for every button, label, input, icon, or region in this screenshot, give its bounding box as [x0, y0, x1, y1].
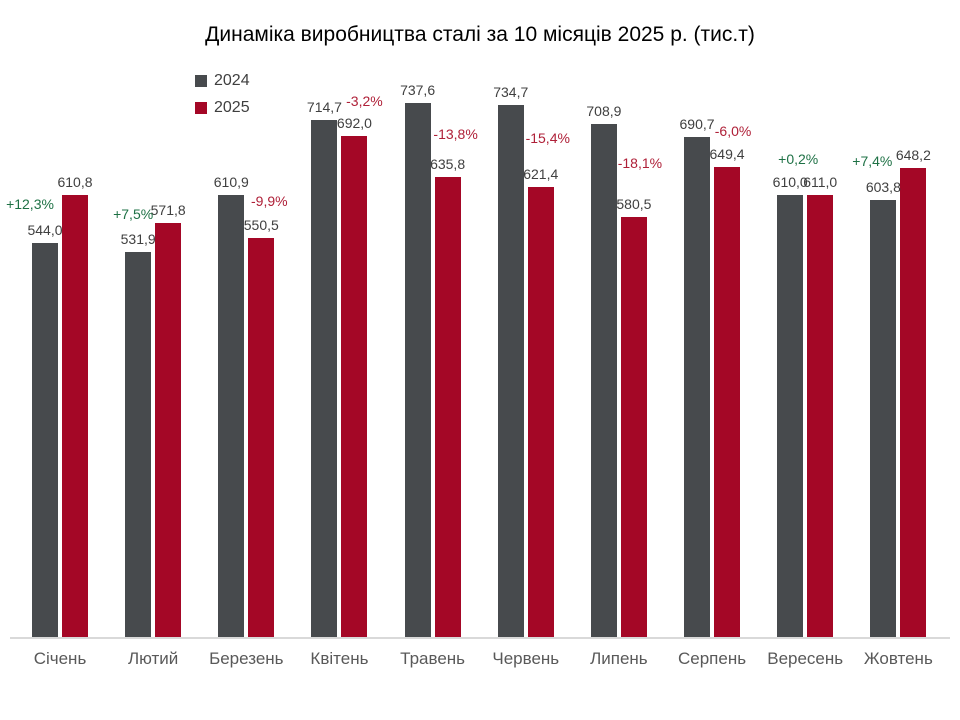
pct-change-label-0: +12,3% — [6, 196, 54, 213]
bar-2024-2 — [218, 194, 245, 637]
value-label-2024-8: 610,0 — [772, 174, 808, 191]
bar-2024-6 — [590, 123, 617, 637]
chart-title: Динаміка виробництва сталі за 10 місяців… — [205, 23, 755, 46]
pct-change-label-4: -13,8% — [433, 125, 478, 142]
bar-2025-5 — [527, 187, 554, 637]
bar-2025-8 — [807, 194, 834, 637]
pct-change-label-5: -15,4% — [525, 130, 570, 147]
pct-change-label-6: -18,1% — [617, 154, 663, 171]
pct-change-label-2: -9,9% — [251, 193, 288, 210]
x-axis-line — [10, 637, 950, 639]
value-label-2025-6: 580,5 — [616, 195, 652, 212]
value-label-2025-9: 648,2 — [895, 146, 931, 163]
value-label-2024-1: 531,9 — [120, 230, 156, 247]
legend-label-2025: 2025 — [214, 99, 250, 116]
legend-swatch-2024-icon — [195, 75, 207, 87]
legend-swatch-2025-icon — [195, 102, 207, 114]
bar-2025-7 — [714, 166, 741, 637]
value-label-2024-3: 714,7 — [306, 98, 342, 115]
value-label-2024-5: 734,7 — [493, 84, 529, 101]
bar-2025-3 — [341, 135, 368, 637]
value-label-2025-1: 571,8 — [150, 202, 186, 219]
value-label-2024-2: 610,9 — [213, 173, 249, 190]
bar-2024-1 — [125, 251, 152, 637]
value-label-2025-3: 692,0 — [336, 114, 372, 131]
bar-2024-4 — [404, 102, 431, 637]
x-axis-label-8: Вересень — [767, 649, 844, 668]
bar-2025-4 — [434, 176, 461, 637]
legend-item-2025: 2025 — [195, 100, 250, 116]
bar-2025-9 — [900, 167, 927, 637]
bar-2025-1 — [155, 223, 182, 637]
value-label-2025-8: 611,0 — [803, 173, 838, 190]
value-label-2024-6: 708,9 — [586, 102, 622, 119]
bar-2025-6 — [620, 216, 647, 637]
x-axis-label-7: Серпень — [678, 649, 747, 668]
value-label-2025-7: 649,4 — [709, 145, 745, 162]
x-axis-label-4: Травень — [400, 649, 466, 668]
pct-change-label-3: -3,2% — [346, 92, 383, 109]
x-axis-label-9: Жовтень — [863, 649, 933, 668]
value-label-2024-7: 690,7 — [679, 115, 715, 132]
value-label-2024-0: 544,0 — [27, 222, 63, 239]
value-label-2025-4: 635,8 — [430, 155, 466, 172]
pct-change-label-9: +7,4% — [852, 152, 893, 169]
bar-2024-5 — [497, 105, 524, 637]
pct-change-label-1: +7,5% — [113, 205, 154, 222]
bar-2024-9 — [870, 199, 897, 637]
x-axis-label-3: Квітень — [310, 649, 369, 668]
bar-2024-0 — [32, 243, 58, 637]
pct-change-label-8: +0,2% — [778, 151, 819, 168]
legend: 2024 2025 — [195, 73, 250, 116]
value-label-2024-9: 603,8 — [865, 178, 901, 195]
value-label-2025-2: 550,5 — [243, 217, 279, 234]
bar-2024-3 — [311, 119, 338, 637]
x-axis-label-6: Липень — [590, 649, 648, 668]
value-label-2024-4: 737,6 — [400, 81, 436, 98]
legend-item-2024: 2024 — [195, 73, 250, 89]
x-axis-label-0: Січень — [33, 649, 87, 668]
value-label-2025-5: 621,4 — [523, 166, 559, 183]
x-axis-label-5: Червень — [492, 649, 560, 668]
value-label-2025-0: 610,8 — [57, 173, 93, 190]
legend-label-2024: 2024 — [214, 72, 250, 89]
pct-change-label-7: -6,0% — [714, 122, 752, 139]
bar-2025-2 — [248, 238, 275, 637]
bar-2024-7 — [684, 136, 711, 637]
bar-2025-0 — [62, 194, 88, 637]
x-axis-label-1: Лютий — [127, 649, 179, 668]
x-axis-label-2: Березень — [209, 649, 284, 668]
bar-2024-8 — [777, 195, 804, 637]
